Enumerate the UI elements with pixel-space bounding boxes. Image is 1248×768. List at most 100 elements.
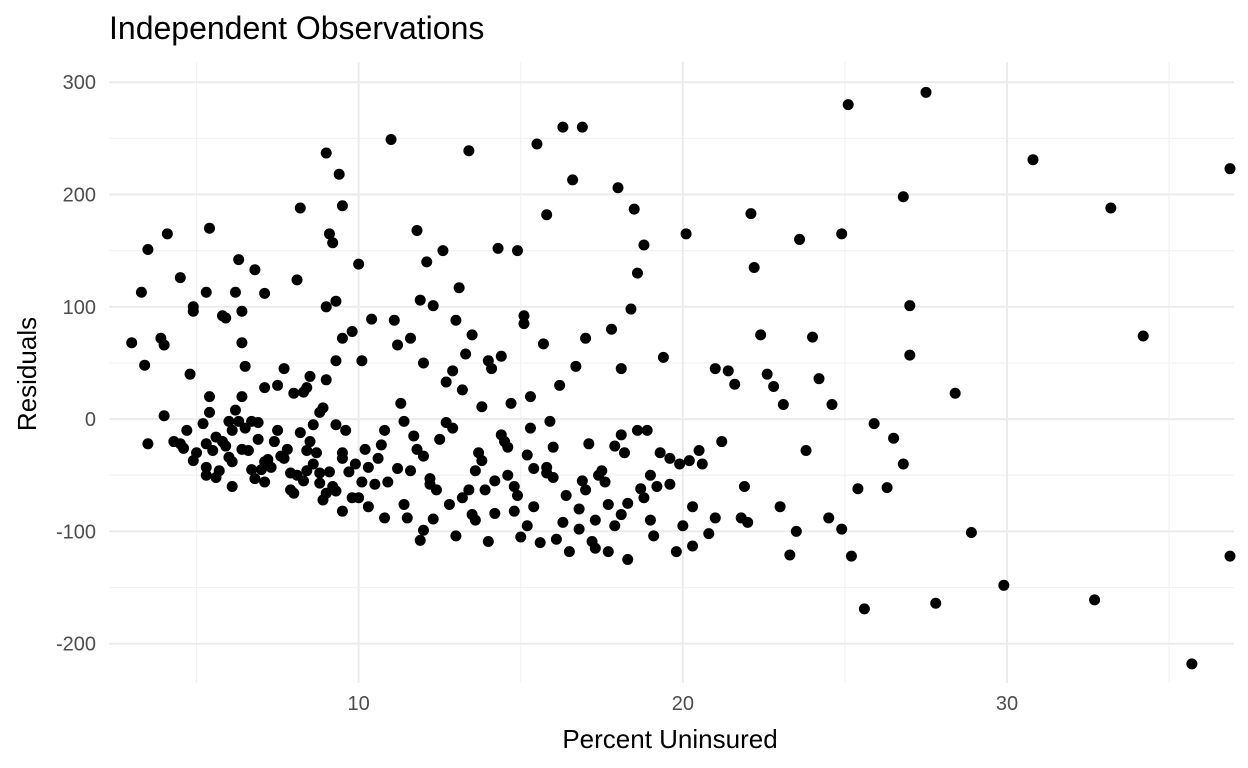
data-point: [790, 525, 802, 537]
data-point: [207, 445, 219, 457]
data-point: [599, 476, 611, 488]
data-point: [327, 237, 339, 249]
data-point: [534, 537, 546, 549]
data-point: [187, 305, 199, 317]
data-point: [628, 203, 640, 215]
data-point: [320, 147, 332, 159]
data-point: [1224, 550, 1236, 562]
data-point: [181, 424, 193, 436]
data-point: [307, 419, 319, 431]
data-point: [200, 469, 212, 481]
data-point: [602, 498, 614, 510]
data-point: [631, 424, 643, 436]
data-point: [813, 373, 825, 385]
data-point: [392, 339, 404, 351]
data-point: [505, 397, 517, 409]
data-point: [259, 476, 271, 488]
data-point: [696, 458, 708, 470]
data-point: [259, 456, 271, 468]
data-point: [427, 300, 439, 312]
data-point: [249, 473, 261, 485]
data-point: [512, 245, 524, 257]
data-point: [998, 579, 1010, 591]
data-point: [226, 424, 238, 436]
data-point: [680, 228, 692, 240]
data-point: [191, 447, 203, 459]
data-point: [920, 86, 932, 98]
data-point: [434, 433, 446, 445]
data-point: [563, 546, 575, 558]
data-point: [528, 501, 540, 513]
data-point: [236, 443, 248, 455]
data-point: [502, 469, 514, 481]
data-point: [330, 419, 342, 431]
data-point: [580, 484, 592, 496]
data-point: [521, 449, 533, 461]
data-point: [508, 480, 520, 492]
data-point: [398, 415, 410, 427]
data-point: [664, 452, 676, 464]
data-point: [414, 534, 426, 546]
data-point: [158, 410, 170, 422]
data-point: [492, 242, 504, 254]
data-point: [294, 427, 306, 439]
data-point: [560, 489, 572, 501]
data-point: [618, 447, 630, 459]
data-point: [495, 429, 507, 441]
data-point: [385, 133, 397, 145]
data-point: [836, 228, 848, 240]
data-point: [544, 415, 556, 427]
data-point: [541, 209, 553, 221]
data-point: [252, 433, 264, 445]
data-point: [576, 475, 588, 487]
data-point: [949, 387, 961, 399]
data-point: [508, 505, 520, 517]
data-point: [748, 262, 760, 274]
data-point: [210, 471, 222, 483]
x-tick-label: 30: [996, 693, 1018, 715]
data-point: [447, 422, 459, 434]
data-point: [395, 397, 407, 409]
data-point: [285, 484, 297, 496]
data-point: [573, 523, 585, 535]
data-point: [375, 439, 387, 451]
data-point: [252, 416, 264, 428]
data-point: [379, 424, 391, 436]
data-point: [236, 305, 248, 317]
data-point: [291, 274, 303, 286]
y-tick-label: 0: [85, 409, 96, 431]
data-point: [304, 370, 316, 382]
data-point: [440, 376, 452, 388]
data-point: [609, 520, 621, 532]
data-point: [589, 514, 601, 526]
data-point: [226, 480, 238, 492]
data-point: [615, 429, 627, 441]
major-gridlines: [109, 62, 1234, 683]
data-point: [489, 507, 501, 519]
data-point: [868, 418, 880, 430]
data-point: [495, 350, 507, 362]
data-point: [583, 438, 595, 450]
data-point: [580, 332, 592, 344]
data-point: [307, 458, 319, 470]
data-point: [460, 348, 472, 360]
data-point: [249, 264, 261, 276]
data-point: [417, 450, 429, 462]
data-point: [502, 441, 514, 453]
data-point: [288, 387, 300, 399]
data-point: [314, 477, 326, 489]
data-point: [476, 455, 488, 467]
data-point: [229, 286, 241, 298]
data-point: [904, 349, 916, 361]
data-point: [573, 503, 585, 515]
data-point: [414, 294, 426, 306]
data-point: [881, 482, 893, 494]
data-point: [259, 287, 271, 299]
data-point: [800, 445, 812, 457]
data-point: [142, 244, 154, 256]
data-point: [1105, 202, 1117, 214]
data-point: [547, 441, 559, 453]
data-point: [398, 498, 410, 510]
data-point: [220, 312, 232, 324]
data-point: [1089, 594, 1101, 606]
